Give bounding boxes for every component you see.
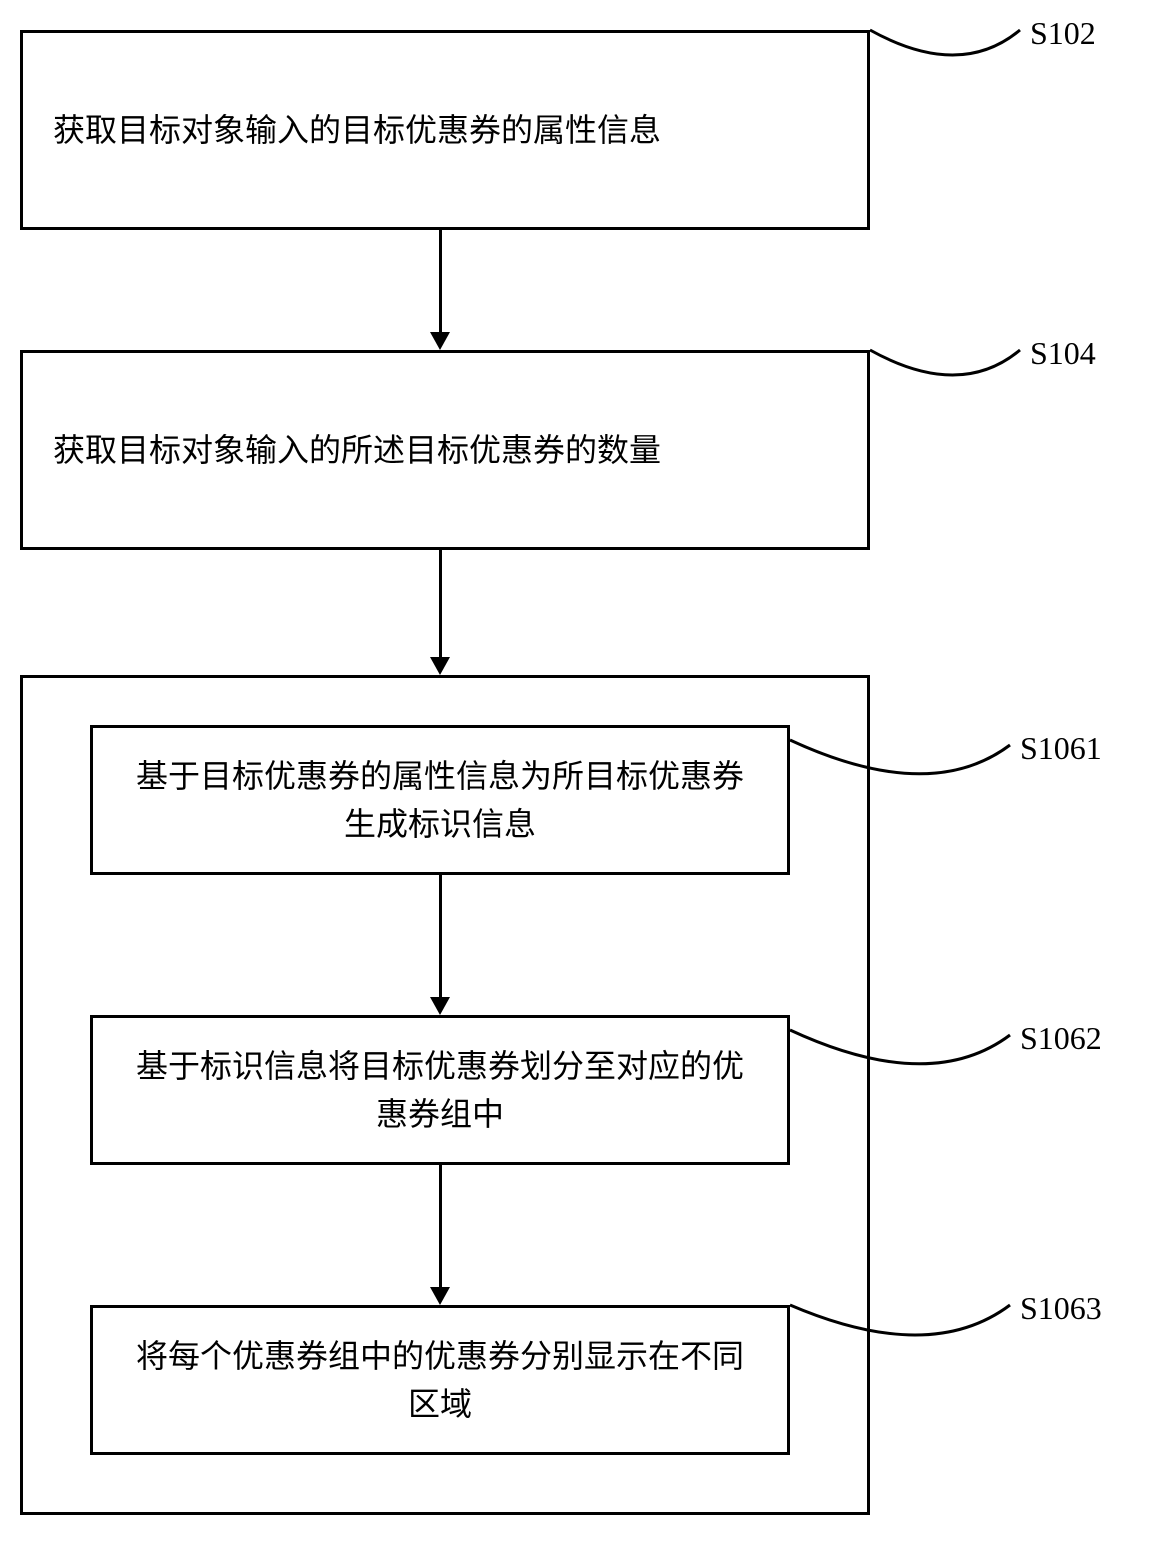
step-s1062-text: 基于标识信息将目标优惠券划分至对应的优惠券组中 — [123, 1042, 757, 1138]
step-s102-text: 获取目标对象输入的目标优惠券的属性信息 — [53, 106, 837, 154]
step-s1061-text: 基于目标优惠券的属性信息为所目标优惠券生成标识信息 — [123, 752, 757, 848]
step-s1063-text: 将每个优惠券组中的优惠券分别显示在不同区域 — [123, 1332, 757, 1428]
arrow-s102-s104 — [439, 230, 442, 332]
step-s1063-box: 将每个优惠券组中的优惠券分别显示在不同区域 — [90, 1305, 790, 1455]
step-s1061-label: S1061 — [1020, 730, 1102, 767]
step-s1063-label: S1063 — [1020, 1290, 1102, 1327]
step-s1062-label: S1062 — [1020, 1020, 1102, 1057]
arrow-s104-container — [439, 550, 442, 657]
step-s104-label: S104 — [1030, 335, 1096, 372]
arrow-s1062-s1063 — [439, 1165, 442, 1287]
arrow-s1061-s1062 — [439, 875, 442, 997]
step-s104-box: 获取目标对象输入的所述目标优惠券的数量 — [20, 350, 870, 550]
arrowhead-s104-container — [430, 657, 450, 675]
arrowhead-s102-s104 — [430, 332, 450, 350]
step-s1061-box: 基于目标优惠券的属性信息为所目标优惠券生成标识信息 — [90, 725, 790, 875]
flowchart-container: 获取目标对象输入的目标优惠券的属性信息 S102 获取目标对象输入的所述目标优惠… — [0, 0, 1149, 1543]
step-s1062-box: 基于标识信息将目标优惠券划分至对应的优惠券组中 — [90, 1015, 790, 1165]
arrowhead-s1061-s1062 — [430, 997, 450, 1015]
step-s102-label: S102 — [1030, 15, 1096, 52]
step-s104-text: 获取目标对象输入的所述目标优惠券的数量 — [53, 426, 837, 474]
step-s102-box: 获取目标对象输入的目标优惠券的属性信息 — [20, 30, 870, 230]
arrowhead-s1062-s1063 — [430, 1287, 450, 1305]
